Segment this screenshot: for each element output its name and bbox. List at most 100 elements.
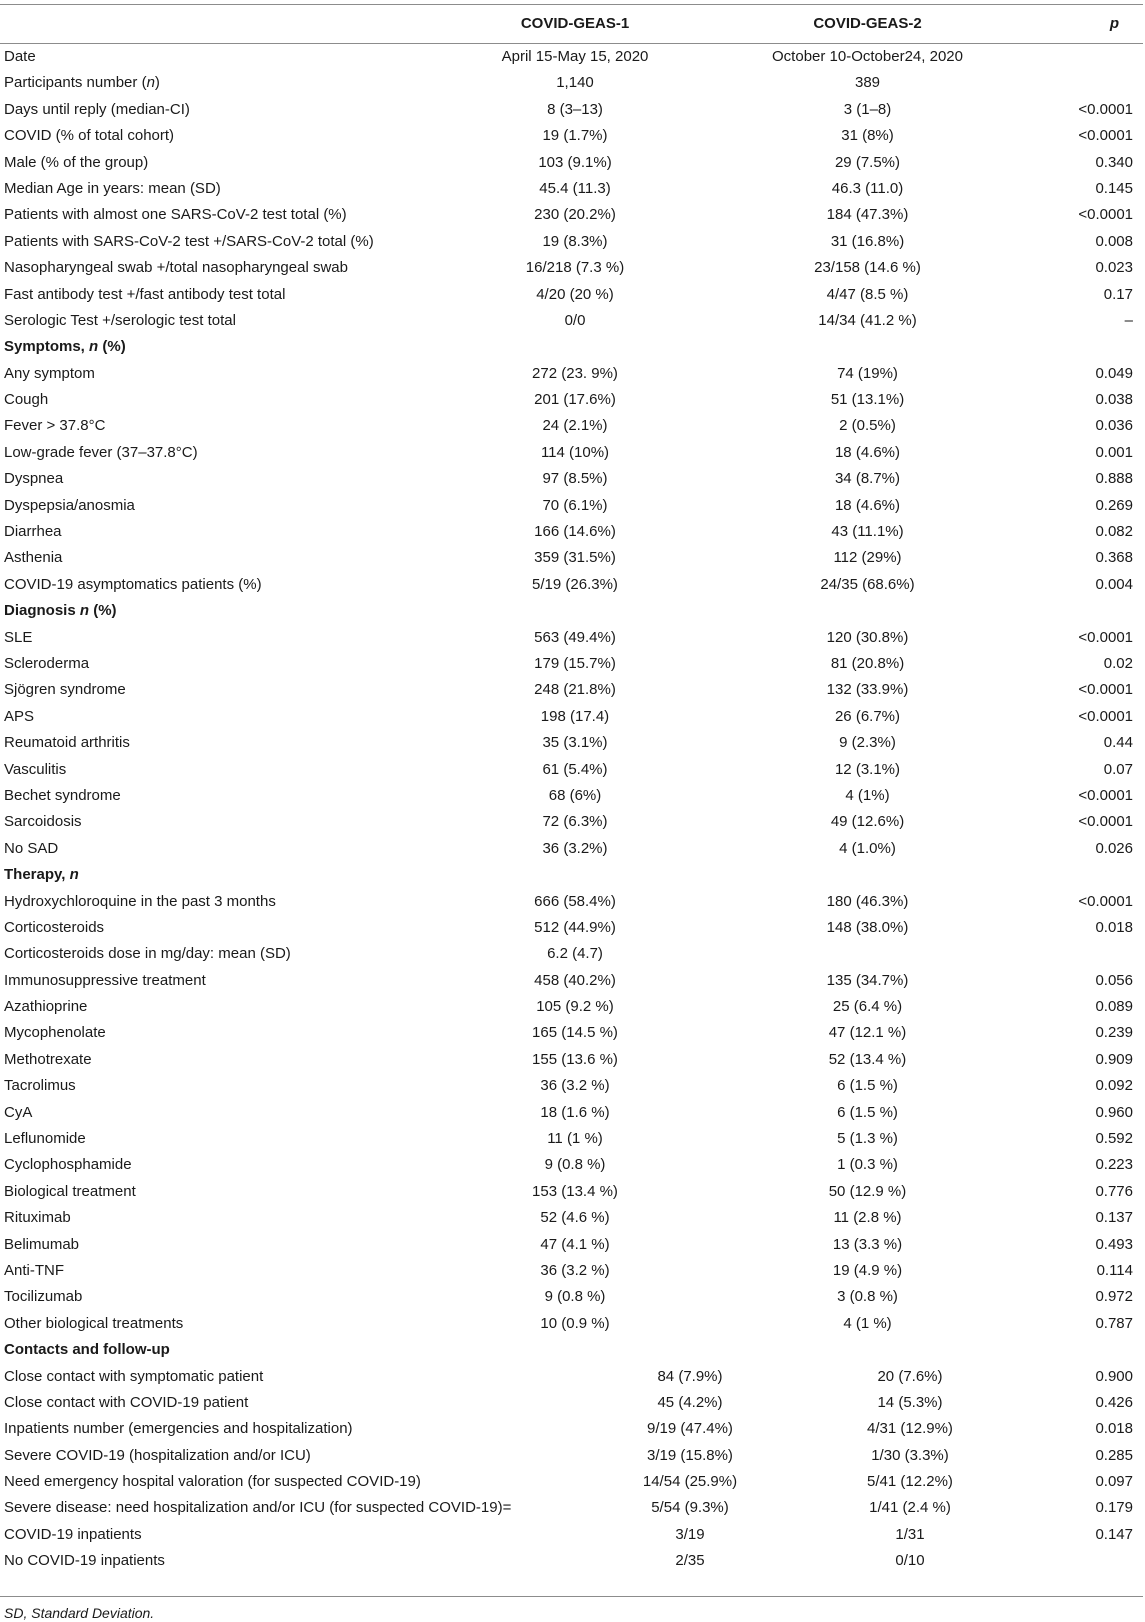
row-label: Cyclophosphamide	[4, 1156, 132, 1174]
table-row: Scleroderma 179 (15.7%) 81 (20.8%) 0.02	[0, 651, 1145, 677]
cell-p-value: 0.972	[1095, 1288, 1133, 1306]
row-label: Nasopharyngeal swab +/total nasopharynge…	[4, 259, 348, 277]
cell-geas2: 50 (12.9 %)	[828, 1182, 907, 1200]
cell-geas2: 5/41 (12.2%)	[867, 1473, 953, 1491]
cell-p-value: 0.004	[1095, 575, 1133, 593]
row-label: Biological treatment	[4, 1182, 136, 1200]
table-row: Cough 201 (17.6%) 51 (13.1%) 0.038	[0, 387, 1145, 413]
cell-geas2: 148 (38.0%)	[826, 918, 909, 936]
row-label: No SAD	[4, 839, 59, 857]
table-row: COVID (% of total cohort) 19 (1.7%) 31 (8%…	[0, 123, 1145, 149]
cell-geas1: 563 (49.4%)	[534, 628, 616, 646]
cell-geas2: 81 (20.8%)	[830, 654, 905, 672]
cell-geas2: 43 (11.1%)	[831, 523, 904, 541]
section-header-row: Contacts and follow-up	[0, 1337, 1145, 1363]
section-label: Contacts and follow-up	[4, 1341, 170, 1359]
cell-p-value: 0.07	[1103, 760, 1133, 778]
row-label: Participants number (n)	[4, 74, 160, 92]
row-label: Inpatients number (emergencies and hospi…	[4, 1420, 353, 1438]
section-label: Diagnosis n (%)	[4, 602, 117, 620]
row-label: Serologic Test +/serologic test total	[4, 311, 236, 329]
table-body: Date April 15-May 15, 2020 October 10-Octo…	[0, 44, 1145, 1575]
cell-geas1: 8 (3–13)	[547, 100, 603, 118]
section-label: Symptoms, n (%)	[4, 338, 126, 356]
cell-geas1: 14/54 (25.9%)	[642, 1473, 738, 1491]
row-label: Mycophenolate	[4, 1024, 106, 1042]
cell-geas2: 34 (8.7%)	[834, 470, 901, 488]
cell-geas1: 35 (3.1%)	[542, 734, 608, 752]
cell-geas2: 31 (8%)	[841, 127, 894, 145]
table-row: Cyclophosphamide 9 (0.8 %) 1 (0.3 %) 0.223	[0, 1152, 1145, 1178]
table-row: COVID-19 inpatients 3/19 1/31 0.147	[0, 1522, 1145, 1548]
table-row: Anti-TNF 36 (3.2 %) 19 (4.9 %) 0.114	[0, 1258, 1145, 1284]
table-row: Azathioprine 105 (9.2 %) 25 (6.4 %) 0.089	[0, 994, 1145, 1020]
row-label: Patients with almost one SARS-CoV-2 test…	[4, 206, 347, 224]
row-label: COVID (% of total cohort)	[4, 127, 175, 145]
table-row: APS 198 (17.4) 26 (6.7%) <0.0001	[0, 704, 1145, 730]
cell-p-value: 0.147	[1095, 1525, 1133, 1543]
cell-p-value: 0.137	[1095, 1209, 1133, 1227]
cell-p-value: 0.038	[1095, 391, 1133, 409]
table-row: Diarrhea 166 (14.6%) 43 (11.1%) 0.082	[0, 519, 1145, 545]
cell-geas1: 230 (20.2%)	[534, 206, 616, 224]
cell-geas2: 3 (0.8 %)	[837, 1288, 898, 1306]
cell-p-value: 0.776	[1095, 1182, 1133, 1200]
cell-geas1: 458 (40.2%)	[534, 971, 616, 989]
cell-geas1: 9 (0.8 %)	[544, 1288, 606, 1306]
cell-p-value: 0.023	[1095, 259, 1133, 277]
section-header-row: Diagnosis n (%)	[0, 598, 1145, 624]
row-label: Asthenia	[4, 549, 63, 567]
cell-geas2: 49 (12.6%)	[830, 813, 905, 831]
cell-geas1: 272 (23. 9%)	[532, 364, 618, 382]
cell-geas1: 19 (8.3%)	[542, 232, 608, 250]
cell-p-value: 0.340	[1095, 153, 1133, 171]
cell-geas2: 5 (1.3 %)	[837, 1130, 898, 1148]
cell-geas1: 5/54 (9.3%)	[651, 1499, 729, 1517]
row-label: Fast antibody test +/fast antibody test …	[4, 285, 286, 303]
table-row: SLE 563 (49.4%) 120 (30.8%) <0.0001	[0, 625, 1145, 651]
cell-geas1: 2/35	[675, 1552, 705, 1570]
cell-geas1: 155 (13.6 %)	[532, 1050, 618, 1068]
row-label: Tacrolimus	[4, 1077, 76, 1095]
row-label: Hydroxychloroquine in the past 3 months	[4, 892, 276, 910]
cell-geas2: 74 (19%)	[837, 364, 898, 382]
table-row: Serologic Test +/serologic test total 0/0…	[0, 308, 1145, 334]
cell-geas2: 25 (6.4 %)	[832, 998, 903, 1016]
cell-p-value: 0.17	[1103, 285, 1133, 303]
cell-p-value: 0.145	[1095, 179, 1133, 197]
header-col-geas2: COVID-GEAS-2	[813, 15, 922, 32]
table-row: Inpatients number (emergencies and hospi…	[0, 1416, 1145, 1442]
cell-p-value: <0.0001	[1078, 892, 1133, 910]
table-row: No COVID-19 inpatients 2/35 0/10	[0, 1548, 1145, 1574]
cell-geas1: 36 (3.2%)	[542, 839, 608, 857]
cell-p-value: 0.049	[1095, 364, 1133, 382]
cell-geas1: 1,140	[556, 74, 594, 92]
header-col-p: p	[1109, 15, 1119, 32]
cell-geas2: 51 (13.1%)	[830, 391, 905, 409]
cell-geas1: 61 (5.4%)	[542, 760, 608, 778]
row-label: No COVID-19 inpatients	[4, 1552, 165, 1570]
cell-geas2: 4/47 (8.5 %)	[826, 285, 909, 303]
row-label: Sarcoidosis	[4, 813, 82, 831]
row-label: Leflunomide	[4, 1130, 86, 1148]
section-header-row: Therapy, n	[0, 862, 1145, 888]
cell-p-value: 0.026	[1095, 839, 1133, 857]
row-label: Corticosteroids dose in mg/day: mean (SD…	[4, 945, 291, 963]
table-row: Dyspnea 97 (8.5%) 34 (8.7%) 0.888	[0, 466, 1145, 492]
cell-geas1: 52 (4.6 %)	[540, 1209, 610, 1227]
cell-geas2: October 10-October24, 2020	[772, 48, 963, 65]
cell-p-value: 0.592	[1095, 1130, 1133, 1148]
cell-geas2: 135 (34.7%)	[826, 971, 909, 989]
table-row: Reumatoid arthritis 35 (3.1%) 9 (2.3%) 0.44	[0, 730, 1145, 756]
table-row: Methotrexate 155 (13.6 %) 52 (13.4 %) 0.909	[0, 1047, 1145, 1073]
cell-geas1: 105 (9.2 %)	[536, 998, 614, 1016]
cell-p-value: 0.285	[1095, 1446, 1133, 1464]
table-row: Hydroxychloroquine in the past 3 months 6…	[0, 889, 1145, 915]
row-label: Severe COVID-19 (hospitalization and/or …	[4, 1446, 311, 1464]
section-header-row: Symptoms, n (%)	[0, 334, 1145, 360]
cell-geas2: 29 (7.5%)	[834, 153, 901, 171]
table-row: Corticosteroids 512 (44.9%) 148 (38.0%) 0.0…	[0, 915, 1145, 941]
table-row: Patients with almost one SARS-CoV-2 test…	[0, 202, 1145, 228]
table-row: Median Age in years: mean (SD) 45.4 (11.3…	[0, 176, 1145, 202]
table-row: Asthenia 359 (31.5%) 112 (29%) 0.368	[0, 545, 1145, 571]
